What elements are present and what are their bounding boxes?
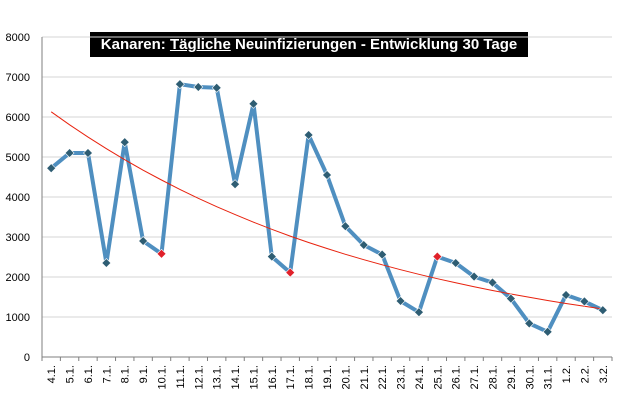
data-point-9	[211, 82, 222, 93]
chart-title-part-3: Neuinfizierungen - Entwicklung 30 Tage	[230, 36, 518, 53]
x-tick-label-21: 25.1.	[432, 365, 444, 389]
data-point-25	[505, 293, 516, 304]
x-tick-label-1: 5.1.	[65, 365, 77, 383]
x-tick-label-7: 11.1.	[175, 365, 187, 389]
data-point-highlight-13	[285, 267, 296, 278]
x-tick-label-9: 13.1.	[212, 365, 224, 389]
x-tick-label-10: 14.1.	[230, 365, 242, 389]
x-tick-label-29: 2.2.	[579, 365, 591, 383]
y-tick-label-7: 7000	[6, 72, 30, 84]
data-point-15	[322, 170, 332, 180]
x-tick-label-24: 28.1.	[487, 365, 499, 389]
data-point-26	[524, 318, 535, 329]
data-point-highlight-6	[156, 248, 167, 259]
x-tick-label-2: 6.1.	[83, 365, 95, 383]
x-tick-label-19: 23.1.	[396, 365, 408, 389]
data-point-3	[101, 258, 112, 268]
data-point-27	[542, 326, 553, 337]
x-tick-label-0: 4.1.	[46, 365, 58, 383]
x-tick-label-26: 30.1.	[524, 365, 536, 389]
data-point-2	[83, 148, 93, 158]
y-tick-label-2: 2000	[6, 272, 30, 284]
x-tick-label-11: 15.1.	[248, 365, 260, 389]
x-tick-label-27: 31.1.	[543, 365, 555, 389]
x-tick-label-3: 7.1.	[101, 365, 113, 383]
data-point-29	[579, 296, 590, 307]
data-point-24	[487, 277, 498, 288]
x-tick-label-5: 9.1.	[138, 365, 150, 383]
x-tick-label-20: 24.1.	[414, 365, 426, 389]
data-point-14	[303, 130, 314, 140]
data-point-1	[64, 148, 75, 158]
data-point-7	[174, 79, 185, 90]
x-tick-label-15: 19.1.	[322, 365, 334, 389]
data-point-30	[597, 305, 608, 316]
trend-line	[50, 111, 603, 310]
series-line	[49, 82, 605, 334]
x-tick-label-6: 10.1.	[157, 365, 169, 389]
data-point-highlight-21	[432, 251, 443, 262]
data-point-28	[561, 290, 571, 300]
x-tick-label-25: 29.1.	[506, 365, 518, 389]
x-tick-label-14: 18.1.	[304, 365, 316, 389]
y-tick-label-0: 0	[24, 352, 30, 364]
x-tick-label-22: 26.1.	[451, 365, 463, 389]
chart-title-part-2: Tägliche	[169, 36, 231, 53]
data-point-10	[230, 179, 240, 190]
chart-title: Kanaren: Tägliche Neuinfizierungen - Ent…	[90, 32, 528, 57]
y-tick-label-8: 8000	[6, 32, 30, 44]
x-tick-label-30: 3.2.	[598, 365, 610, 383]
data-point-20	[414, 307, 424, 318]
data-point-11	[248, 98, 259, 109]
data-point-17	[358, 240, 369, 250]
y-tick-label-3: 3000	[6, 232, 30, 244]
x-tick-label-13: 17.1.	[285, 365, 297, 389]
data-point-23	[469, 271, 480, 282]
y-tick-label-1: 1000	[6, 312, 30, 324]
x-tick-label-16: 20.1.	[340, 365, 352, 389]
x-tick-label-28: 1.2.	[561, 365, 573, 383]
data-point-16	[340, 221, 351, 232]
x-tick-label-8: 12.1.	[193, 365, 205, 389]
data-point-0	[46, 163, 57, 174]
x-tick-label-4: 8.1.	[120, 365, 132, 383]
y-tick-label-4: 4000	[6, 192, 30, 204]
data-point-19	[395, 296, 406, 306]
data-point-12	[266, 251, 277, 262]
data-point-8	[193, 82, 204, 92]
y-tick-label-5: 5000	[6, 152, 30, 164]
x-tick-label-23: 27.1.	[469, 365, 481, 389]
x-tick-label-12: 16.1.	[267, 365, 279, 389]
data-point-5	[138, 236, 149, 246]
x-tick-label-18: 22.1.	[377, 365, 389, 389]
data-point-22	[450, 258, 461, 268]
y-tick-label-6: 6000	[6, 112, 30, 124]
chart-title-part-1: Kanaren:	[100, 36, 170, 53]
data-point-4	[119, 137, 130, 148]
data-point-18	[377, 249, 388, 260]
x-tick-label-17: 21.1.	[359, 365, 371, 389]
